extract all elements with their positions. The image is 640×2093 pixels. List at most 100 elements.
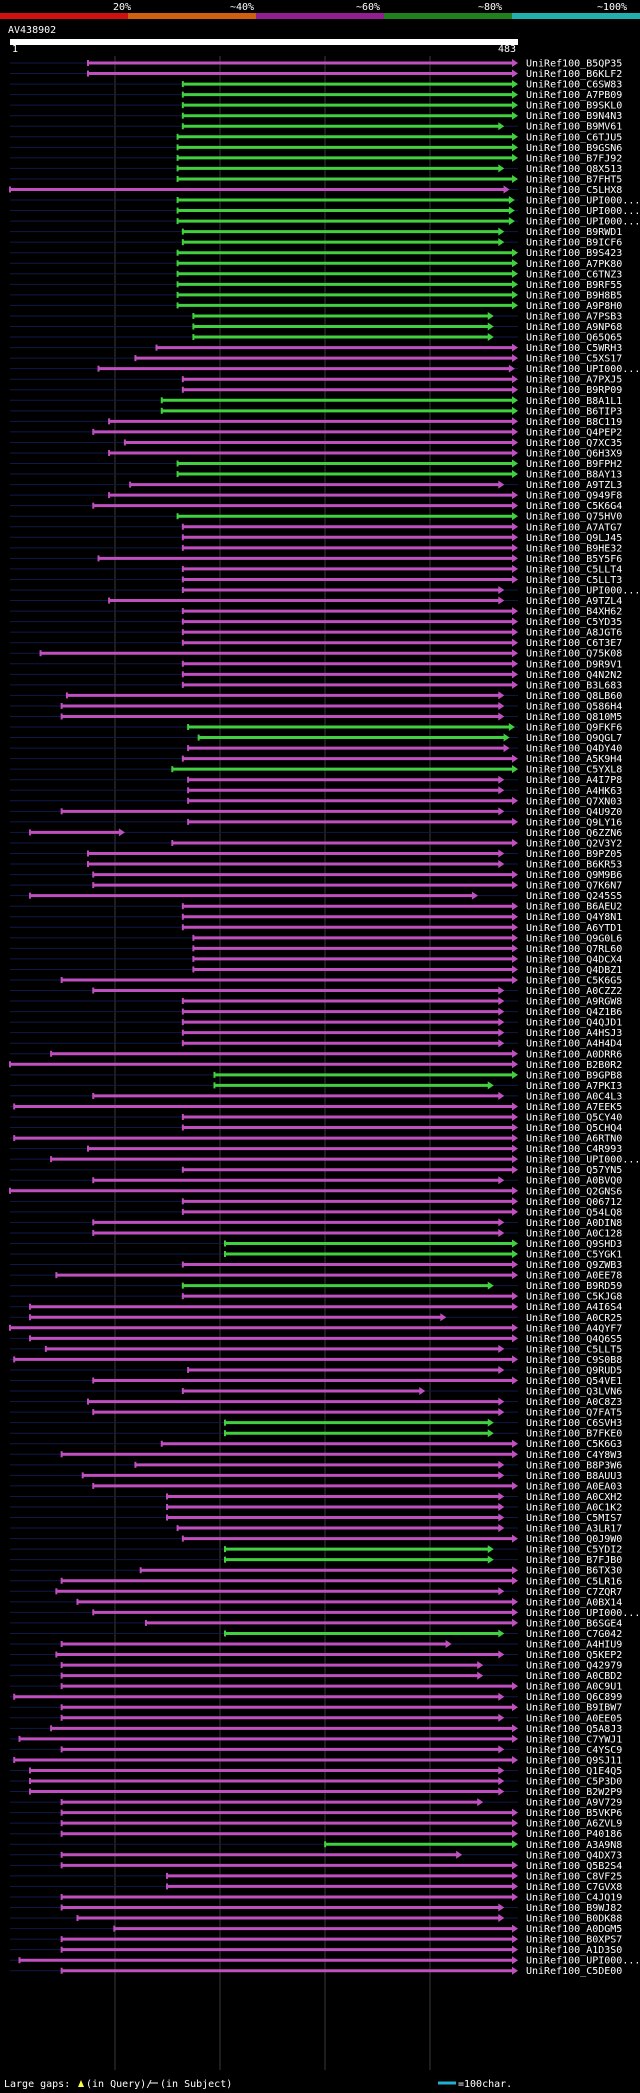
subject-label[interactable]: UniRef100_B9RWD1 <box>526 227 622 238</box>
subject-label[interactable]: UniRef100_A8JGT6 <box>526 628 622 639</box>
subject-label[interactable]: UniRef100_C5P3D0 <box>526 1777 622 1788</box>
subject-label[interactable]: UniRef100_B6SGE4 <box>526 1618 622 1629</box>
subject-label[interactable]: UniRef100_B6TX30 <box>526 1566 622 1577</box>
subject-label[interactable]: UniRef100_Q4PEP2 <box>526 427 622 438</box>
subject-label[interactable]: UniRef100_A0C8Z3 <box>526 1397 622 1408</box>
subject-label[interactable]: UniRef100_B8P3W6 <box>526 1460 622 1471</box>
subject-label[interactable]: UniRef100_B0XPS7 <box>526 1935 622 1946</box>
subject-label[interactable]: UniRef100_B9IBW7 <box>526 1703 622 1714</box>
subject-label[interactable]: UniRef100_C5MIS7 <box>526 1513 622 1524</box>
subject-label[interactable]: UniRef100_A0C4L3 <box>526 1091 622 1102</box>
subject-label[interactable]: UniRef100_A4QYF7 <box>526 1323 622 1334</box>
subject-label[interactable]: UniRef100_A0C128 <box>526 1228 622 1239</box>
subject-label[interactable]: UniRef100_B9H8B5 <box>526 290 622 301</box>
subject-label[interactable]: UniRef100_A0CXH2 <box>526 1492 622 1503</box>
subject-label[interactable]: UniRef100_A0CBD2 <box>526 1671 622 1682</box>
subject-label[interactable]: UniRef100_C4JQ19 <box>526 1892 622 1903</box>
subject-label[interactable]: UniRef100_A6YTD1 <box>526 923 622 934</box>
subject-label[interactable]: UniRef100_A7PSB3 <box>526 311 622 322</box>
subject-label[interactable]: UniRef100_Q5KEP2 <box>526 1650 622 1661</box>
subject-label[interactable]: UniRef100_Q06712 <box>526 1197 622 1208</box>
subject-label[interactable]: UniRef100_Q75K08 <box>526 649 622 660</box>
subject-label[interactable]: UniRef100_Q0J9W0 <box>526 1534 622 1545</box>
subject-label[interactable]: UniRef100_B9S423 <box>526 248 622 259</box>
subject-label[interactable]: UniRef100_Q42979 <box>526 1661 622 1672</box>
subject-label[interactable]: UniRef100_A9V729 <box>526 1798 622 1809</box>
subject-label[interactable]: UniRef100_A4HIU9 <box>526 1640 622 1651</box>
subject-label[interactable]: UniRef100_B5Y5F6 <box>526 554 622 565</box>
subject-label[interactable]: UniRef100_A4HSJ3 <box>526 1028 622 1039</box>
subject-label[interactable]: UniRef100_B9N4N3 <box>526 111 622 122</box>
subject-label[interactable]: UniRef100_A0DIN8 <box>526 1218 622 1229</box>
subject-label[interactable]: UniRef100_UPI000... <box>526 1155 640 1166</box>
subject-label[interactable]: UniRef100_A0CZZ2 <box>526 986 622 997</box>
subject-label[interactable]: UniRef100_Q7XC35 <box>526 438 622 449</box>
subject-label[interactable]: UniRef100_Q7FAT5 <box>526 1408 622 1419</box>
subject-label[interactable]: UniRef100_A7PB09 <box>526 90 622 101</box>
subject-label[interactable]: UniRef100_Q4N2N2 <box>526 670 622 681</box>
subject-label[interactable]: UniRef100_B9GSN6 <box>526 143 622 154</box>
subject-label[interactable]: UniRef100_Q54VE1 <box>526 1376 622 1387</box>
subject-label[interactable]: UniRef100_B8AUU3 <box>526 1471 622 1482</box>
subject-label[interactable]: UniRef100_C6TJU5 <box>526 132 622 143</box>
subject-label[interactable]: UniRef100_Q2GNS6 <box>526 1186 622 1197</box>
subject-label[interactable]: UniRef100_Q810M5 <box>526 712 622 723</box>
subject-label[interactable]: UniRef100_Q9QGL7 <box>526 733 622 744</box>
subject-label[interactable]: UniRef100_A9RGW8 <box>526 997 622 1008</box>
subject-label[interactable]: UniRef100_B0DK88 <box>526 1914 622 1925</box>
subject-label[interactable]: UniRef100_Q4QJD1 <box>526 1018 622 1029</box>
subject-label[interactable]: UniRef100_Q5B2S4 <box>526 1861 622 1872</box>
subject-label[interactable]: UniRef100_B9WJ82 <box>526 1903 622 1914</box>
subject-label[interactable]: UniRef100_Q1E4Q5 <box>526 1766 622 1777</box>
subject-label[interactable]: UniRef100_C5LLT3 <box>526 575 622 586</box>
subject-label[interactable]: UniRef100_B6AEU2 <box>526 902 622 913</box>
subject-label[interactable]: UniRef100_Q57YN5 <box>526 1165 622 1176</box>
subject-label[interactable]: UniRef100_UPI000... <box>526 217 640 228</box>
subject-label[interactable]: UniRef100_A4I7P8 <box>526 775 622 786</box>
subject-label[interactable]: UniRef100_B9RP09 <box>526 385 622 396</box>
subject-label[interactable]: UniRef100_B9RF55 <box>526 280 622 291</box>
subject-label[interactable]: UniRef100_Q9ZWB3 <box>526 1260 622 1271</box>
subject-label[interactable]: UniRef100_C5YGK1 <box>526 1250 622 1261</box>
subject-label[interactable]: UniRef100_Q6H3X9 <box>526 448 622 459</box>
subject-label[interactable]: UniRef100_UPI000... <box>526 196 640 207</box>
subject-label[interactable]: UniRef100_A9TZL3 <box>526 480 622 491</box>
subject-label[interactable]: UniRef100_C5YXL8 <box>526 765 622 776</box>
subject-label[interactable]: UniRef100_Q3LVN6 <box>526 1387 622 1398</box>
subject-label[interactable]: UniRef100_B7FJ92 <box>526 153 622 164</box>
subject-label[interactable]: UniRef100_A5K9H4 <box>526 754 622 765</box>
subject-label[interactable]: UniRef100_C5DE00 <box>526 1966 622 1977</box>
subject-label[interactable]: UniRef100_B7FKE0 <box>526 1429 622 1440</box>
subject-label[interactable]: UniRef100_Q9M9B6 <box>526 870 622 881</box>
subject-label[interactable]: UniRef100_C6TNZ3 <box>526 269 622 280</box>
subject-label[interactable]: UniRef100_A0BX14 <box>526 1597 622 1608</box>
subject-label[interactable]: UniRef100_C5LHX8 <box>526 185 622 196</box>
subject-label[interactable]: UniRef100_C4YSC9 <box>526 1745 622 1756</box>
subject-label[interactable]: UniRef100_Q586H4 <box>526 701 622 712</box>
subject-label[interactable]: UniRef100_B2W2P9 <box>526 1787 622 1798</box>
subject-label[interactable]: UniRef100_C5K6G3 <box>526 1439 622 1450</box>
subject-label[interactable]: UniRef100_Q245S5 <box>526 891 622 902</box>
subject-label[interactable]: UniRef100_A0CR25 <box>526 1313 622 1324</box>
subject-label[interactable]: UniRef100_Q8X513 <box>526 164 622 175</box>
subject-label[interactable]: UniRef100_Q8LB60 <box>526 691 622 702</box>
subject-label[interactable]: UniRef100_C5KJG8 <box>526 1292 622 1303</box>
subject-label[interactable]: UniRef100_UPI000... <box>526 206 640 217</box>
subject-label[interactable]: UniRef100_C7ZQR7 <box>526 1587 622 1598</box>
subject-label[interactable]: UniRef100_C4R993 <box>526 1144 622 1155</box>
subject-label[interactable]: UniRef100_C6SW83 <box>526 80 622 91</box>
subject-label[interactable]: UniRef100_Q6ZZN6 <box>526 828 622 839</box>
subject-label[interactable]: UniRef100_Q4DX73 <box>526 1850 622 1861</box>
subject-label[interactable]: UniRef100_B5QP35 <box>526 59 622 70</box>
subject-label[interactable]: UniRef100_Q9FKF6 <box>526 723 622 734</box>
subject-label[interactable]: UniRef100_B9SKL0 <box>526 101 622 112</box>
subject-label[interactable]: UniRef100_A0C9U1 <box>526 1682 622 1693</box>
subject-label[interactable]: UniRef100_UPI000... <box>526 1608 640 1619</box>
subject-label[interactable]: UniRef100_Q65Q65 <box>526 333 622 344</box>
subject-label[interactable]: UniRef100_Q4Y8N1 <box>526 912 622 923</box>
subject-label[interactable]: UniRef100_A9NP68 <box>526 322 622 333</box>
subject-label[interactable]: UniRef100_B9FPH2 <box>526 459 622 470</box>
subject-label[interactable]: UniRef100_A9TZL4 <box>526 596 622 607</box>
subject-label[interactable]: UniRef100_UPI000... <box>526 364 640 375</box>
subject-label[interactable]: UniRef100_C5LLT5 <box>526 1344 622 1355</box>
